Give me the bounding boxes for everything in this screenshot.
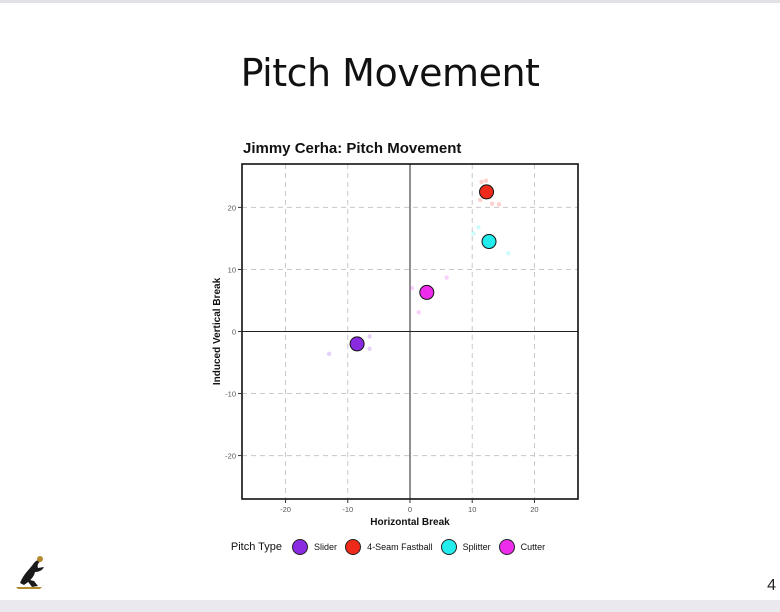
pitch-point xyxy=(416,310,421,315)
legend-item: Splitter xyxy=(440,539,491,555)
pitch-point xyxy=(444,275,449,280)
x-tick-label: -20 xyxy=(280,505,291,514)
pitch-point xyxy=(478,197,483,203)
legend-label: Slider xyxy=(314,542,338,552)
y-axis-label: Induced Vertical Break xyxy=(212,277,223,385)
x-tick-label: -10 xyxy=(342,505,353,514)
pitch-point xyxy=(506,251,511,256)
runner-logo-icon xyxy=(16,556,44,589)
pitch-point xyxy=(476,225,481,230)
slide-title: Pitch Movement xyxy=(240,51,540,95)
y-tick-label: -10 xyxy=(225,390,236,399)
pitch-point xyxy=(479,179,484,185)
y-tick-label: -20 xyxy=(225,452,236,461)
chart-legend: Pitch Type Slider 4-Seam Fastball Splitter… xyxy=(0,539,780,555)
legend-items: Slider 4-Seam Fastball Splitter Cutter xyxy=(288,539,549,555)
pitch-point xyxy=(496,202,502,207)
legend-label: Cutter xyxy=(520,542,546,552)
average-point xyxy=(481,234,497,250)
pitch-point xyxy=(471,231,476,236)
legend-item: Cutter xyxy=(498,539,546,555)
pitch-point xyxy=(409,285,415,291)
pitch-point xyxy=(489,201,495,206)
pitch-movement-chart: -20 -10 0 10 20 -20 -10 0 10 20 Horizontal Break In… xyxy=(212,163,579,528)
x-axis-label: Horizontal Break xyxy=(370,517,450,528)
average-point xyxy=(479,184,495,200)
x-tick-label: 0 xyxy=(408,505,412,514)
pitch-point xyxy=(367,334,372,339)
x-tick-label: 10 xyxy=(468,505,476,514)
y-tick-label: 0 xyxy=(232,328,236,337)
page-number: 4 xyxy=(767,577,776,594)
y-tick-label: 10 xyxy=(228,265,236,274)
average-point xyxy=(349,336,365,352)
legend-item: 4-Seam Fastball xyxy=(345,539,433,555)
legend-swatch xyxy=(345,539,362,555)
legend-title: Pitch Type xyxy=(230,541,283,553)
legend-label: Splitter xyxy=(462,542,491,552)
chart-title: Jimmy Cerha: Pitch Movement xyxy=(243,140,462,157)
average-point xyxy=(419,284,435,300)
legend-swatch xyxy=(440,539,457,555)
pitch-point xyxy=(367,346,372,352)
legend-swatch xyxy=(292,539,309,555)
x-tick-label: 20 xyxy=(530,505,538,514)
legend-item: Slider xyxy=(292,539,337,555)
y-tick-label: 20 xyxy=(228,203,236,212)
pitch-point xyxy=(326,351,332,357)
pitch-point xyxy=(483,178,489,183)
legend-swatch xyxy=(498,539,515,555)
legend-label: 4-Seam Fastball xyxy=(367,542,433,552)
